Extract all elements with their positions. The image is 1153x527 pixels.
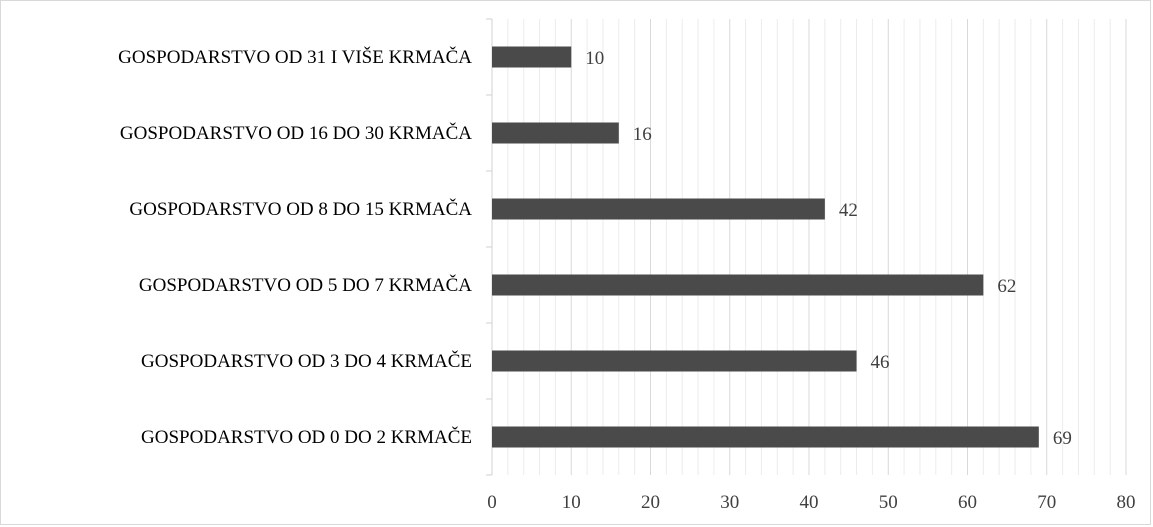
- bar: [492, 426, 1039, 448]
- x-tick-label: 40: [800, 492, 819, 513]
- bars: [492, 46, 1039, 448]
- y-axis: [486, 18, 493, 476]
- bar: [492, 274, 984, 296]
- value-label: 10: [585, 48, 604, 69]
- category-label: GOSPODARSTVO OD 31 I VIŠE KRMAČA: [118, 46, 472, 68]
- category-labels: GOSPODARSTVO OD 0 DO 2 KRMAČE GOSPODARSTV…: [118, 46, 472, 448]
- value-label: 16: [633, 124, 652, 145]
- x-tick-label: 50: [879, 492, 898, 513]
- x-tick-label: 20: [641, 492, 660, 513]
- x-tick-label: 0: [487, 492, 497, 513]
- bar: [492, 198, 825, 220]
- bar: [492, 46, 572, 68]
- minor-grid: [507, 19, 1111, 475]
- category-label: GOSPODARSTVO OD 8 DO 15 KRMAČA: [129, 198, 472, 220]
- x-tick-label: 10: [562, 492, 581, 513]
- value-labels: 69 46 62 42 16 10: [585, 48, 1072, 449]
- category-label: GOSPODARSTVO OD 5 DO 7 KRMAČA: [139, 274, 472, 296]
- x-tick-label: 80: [1117, 492, 1136, 513]
- major-grid: [570, 19, 1127, 475]
- category-label: GOSPODARSTVO OD 0 DO 2 KRMAČE: [141, 426, 472, 448]
- category-label: GOSPODARSTVO OD 16 DO 30 KRMAČA: [120, 122, 472, 144]
- x-tick-label: 60: [958, 492, 977, 513]
- value-label: 62: [997, 276, 1016, 297]
- category-label: GOSPODARSTVO OD 3 DO 4 KRMAČE: [141, 350, 472, 372]
- x-tick-label: 30: [720, 492, 739, 513]
- x-tick-labels: 0 10 20 30 40 50 60 70 80: [487, 492, 1135, 513]
- value-label: 42: [839, 200, 858, 221]
- bar: [492, 350, 857, 372]
- value-label: 46: [871, 352, 890, 373]
- bar: [492, 122, 619, 144]
- value-label: 69: [1053, 428, 1072, 449]
- x-tick-label: 70: [1037, 492, 1056, 513]
